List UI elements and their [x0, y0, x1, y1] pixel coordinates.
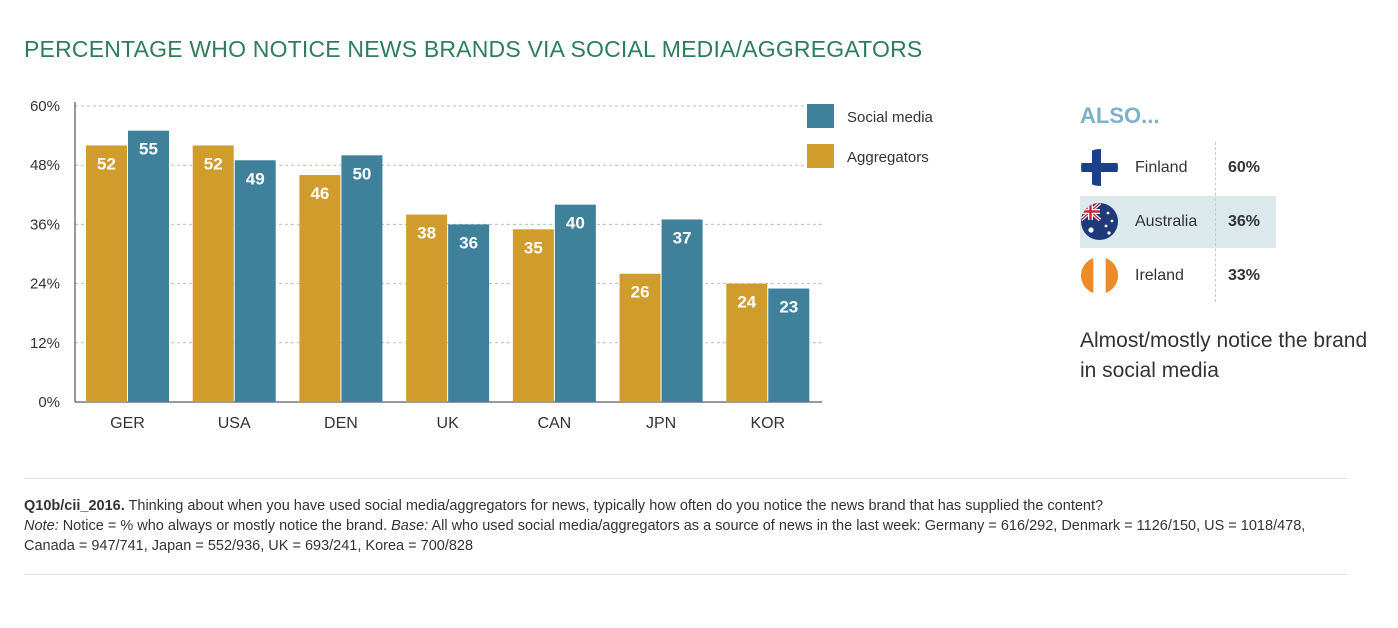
data-label: 55	[139, 140, 158, 159]
also-value: 33%	[1228, 267, 1261, 284]
footnote-top-divider	[24, 478, 1347, 479]
bar-social-media-uk	[448, 224, 490, 402]
x-tick-label: UK	[437, 415, 460, 432]
legend-swatch-social-media	[807, 104, 834, 128]
footnote-bottom-divider	[24, 574, 1347, 575]
y-tick-label: 0%	[38, 394, 60, 411]
also-caption: Almost/mostly notice the brand in social…	[1080, 329, 1368, 382]
footnote-note-label: Note:	[24, 518, 59, 534]
data-label: 23	[779, 298, 798, 317]
x-tick-label: KOR	[750, 415, 785, 432]
bar-social-media-den	[341, 155, 383, 402]
also-country: Ireland	[1135, 267, 1184, 284]
data-label: 46	[310, 184, 329, 203]
legend-label: Aggregators	[847, 149, 929, 166]
legend-label: Social media	[847, 109, 934, 126]
bar-aggregators-can	[512, 229, 554, 402]
data-label: 35	[524, 238, 543, 257]
y-tick-label: 60%	[30, 98, 60, 115]
also-country: Australia	[1135, 213, 1198, 230]
footnote-base-label: Base:	[391, 518, 429, 534]
bar-chart: 0% 12% 24% 36% 48% 60% 52 55 GER 52 49 USA 46 50 DEN 38…	[30, 98, 934, 432]
x-tick-label: DEN	[324, 415, 358, 432]
x-tick-label: JPN	[646, 415, 676, 432]
also-title: ALSO...	[1080, 103, 1160, 128]
bar-aggregators-den	[299, 175, 341, 402]
y-tick-label: 24%	[30, 276, 60, 293]
data-label: 52	[97, 154, 116, 173]
bar-social-media-ger	[128, 130, 169, 402]
x-tick-label: USA	[218, 415, 251, 432]
data-label: 52	[204, 154, 223, 173]
bar-aggregators-uk	[406, 214, 448, 402]
y-tick-label: 48%	[30, 157, 60, 174]
also-value: 36%	[1228, 213, 1261, 230]
data-label: 50	[352, 164, 371, 183]
data-label: 36	[459, 233, 478, 252]
chart-title: PERCENTAGE WHO NOTICE NEWS BRANDS VIA SO…	[24, 36, 923, 62]
bar-aggregators-kor	[726, 283, 768, 402]
australia-flag-icon	[1081, 203, 1118, 240]
bar-aggregators-ger	[86, 145, 127, 402]
data-label: 24	[737, 293, 756, 312]
footnote: Q10b/cii_2016. Thinking about when you h…	[24, 496, 1354, 556]
finland-flag-icon	[1081, 149, 1118, 186]
data-label: 38	[417, 224, 436, 243]
bar-social-media-can	[554, 204, 596, 402]
legend-swatch-aggregators	[807, 144, 834, 168]
x-tick-label: GER	[110, 415, 145, 432]
data-label: 26	[631, 283, 650, 302]
bar-social-media-kor	[768, 288, 810, 402]
footnote-note: Notice = % who always or mostly notice t…	[58, 518, 392, 534]
data-label: 49	[246, 169, 265, 188]
footnote-base: All who used social media/aggregators as…	[24, 518, 1306, 554]
also-row-finland: Finland 60%	[1080, 142, 1276, 194]
also-country: Finland	[1135, 159, 1188, 176]
bar-aggregators-usa	[192, 145, 234, 402]
footnote-question: Thinking about when you have used social…	[124, 498, 1104, 514]
ireland-flag-icon	[1081, 257, 1118, 294]
y-tick-label: 12%	[30, 335, 60, 352]
also-row-australia: Australia 36%	[1080, 196, 1276, 248]
x-tick-label: CAN	[537, 415, 571, 432]
bar-aggregators-jpn	[619, 273, 661, 402]
also-divider	[1215, 142, 1216, 302]
y-tick-label: 36%	[30, 216, 60, 233]
bar-social-media-usa	[234, 160, 276, 402]
also-row-ireland: Ireland 33%	[1080, 250, 1276, 302]
also-value: 60%	[1228, 159, 1261, 176]
footnote-question-id: Q10b/cii_2016.	[24, 498, 125, 514]
bar-social-media-jpn	[661, 219, 703, 402]
data-label: 37	[673, 228, 692, 247]
data-label: 40	[566, 214, 585, 233]
